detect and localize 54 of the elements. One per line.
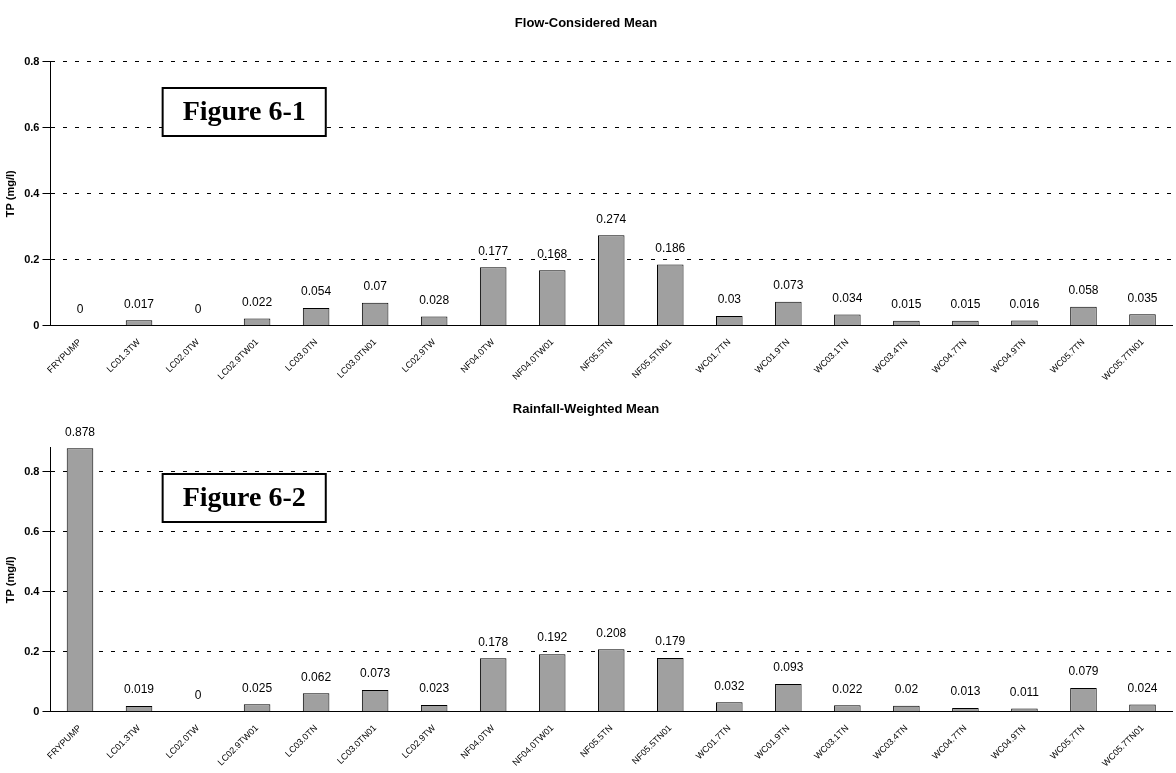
y-tick-label: 0.6 — [24, 120, 40, 133]
data-label: 0.022 — [242, 294, 273, 309]
data-label: 0.177 — [478, 243, 509, 258]
y-axis-title: TP (mg/l) — [3, 555, 16, 604]
data-label: 0.054 — [301, 284, 332, 299]
data-label: 0.058 — [1068, 282, 1099, 297]
y-tick-label: 0 — [33, 318, 40, 331]
y-tick-label: 0.8 — [24, 464, 40, 477]
data-label: 0.015 — [891, 297, 922, 312]
data-label: 0.017 — [124, 296, 155, 311]
data-label: 0 — [194, 688, 202, 703]
data-label: 0.192 — [537, 630, 568, 645]
data-label: 0.016 — [1009, 296, 1040, 311]
chart-title: Flow-Considered Mean — [514, 15, 658, 31]
data-label: 0.013 — [950, 684, 981, 699]
data-label: 0.032 — [714, 678, 745, 693]
data-label: 0.023 — [419, 681, 450, 696]
y-axis-title: TP (mg/l) — [3, 169, 16, 218]
data-label: 0.179 — [655, 634, 686, 649]
data-label: 0.02 — [894, 682, 919, 697]
y-tick-label: 0 — [33, 704, 40, 717]
chart-title: Rainfall-Weighted Mean — [512, 401, 660, 417]
data-label: 0.011 — [1009, 684, 1040, 699]
data-label: 0.878 — [64, 424, 96, 439]
data-label: 0 — [194, 302, 202, 317]
y-tick-label: 0.6 — [24, 524, 40, 537]
data-label: 0.028 — [419, 292, 450, 307]
data-label: 0.073 — [360, 666, 391, 681]
data-label: 0.03 — [717, 292, 742, 307]
data-label: 0.079 — [1068, 664, 1099, 679]
y-tick-label: 0.8 — [24, 54, 40, 67]
data-label: 0.019 — [124, 682, 155, 697]
y-tick-label: 0.4 — [24, 186, 41, 199]
data-label: 0.015 — [950, 297, 981, 312]
data-label: 0.093 — [773, 660, 804, 675]
data-label: 0.025 — [242, 680, 273, 695]
data-label: 0.208 — [596, 625, 627, 640]
y-tick-label: 0.2 — [24, 644, 40, 657]
annotation: Figure 6-2 — [182, 481, 306, 513]
data-label: 0.274 — [596, 211, 627, 226]
data-label: 0.178 — [478, 634, 509, 649]
data-label: 0.073 — [773, 278, 804, 293]
data-label: 0.186 — [655, 240, 686, 255]
data-label: 0.022 — [832, 681, 863, 696]
annotation: Figure 6-1 — [182, 95, 306, 127]
data-label: 0.07 — [363, 279, 388, 294]
data-label: 0.168 — [537, 246, 568, 261]
data-label: 0 — [76, 302, 84, 317]
data-label: 0.035 — [1127, 290, 1158, 305]
data-label: 0.034 — [832, 290, 863, 305]
y-tick-label: 0.2 — [24, 252, 40, 265]
data-label: 0.062 — [301, 669, 332, 684]
data-label: 0.024 — [1127, 680, 1158, 695]
y-tick-label: 0.4 — [24, 584, 41, 597]
